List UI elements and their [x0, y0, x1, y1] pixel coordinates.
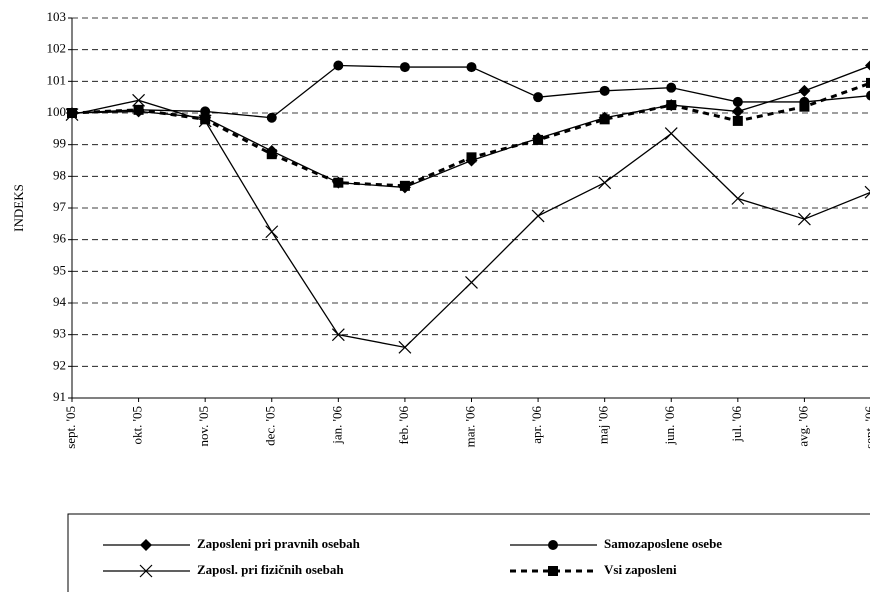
series-line [71, 99, 870, 349]
marker-x [331, 328, 345, 342]
marker-x [598, 176, 612, 190]
x-tick-label: avg. '06 [795, 406, 810, 447]
y-tick-label: 103 [47, 9, 67, 24]
x-tick-label: jan. '06 [329, 406, 344, 445]
series-line [71, 65, 870, 189]
marker-circle [732, 96, 743, 107]
marker-square [399, 180, 410, 191]
marker-circle [333, 60, 344, 71]
marker-square [200, 114, 211, 125]
x-tick-label: maj '06 [596, 406, 611, 445]
marker-square [599, 114, 610, 125]
marker-x [398, 340, 412, 354]
marker-circle [200, 106, 211, 117]
legend-box [67, 513, 870, 592]
y-tick-label: 96 [53, 231, 67, 246]
x-tick-label: apr. '06 [529, 406, 544, 444]
marker-square [732, 115, 743, 126]
x-tick-label: dec. '05 [263, 406, 278, 446]
series-line [71, 64, 870, 119]
marker-x [731, 192, 745, 205]
series-line [71, 81, 870, 188]
x-tick-label: nov. '05 [196, 406, 211, 447]
marker-diamond [140, 539, 152, 551]
marker-circle [866, 90, 870, 101]
marker-circle [666, 82, 677, 93]
y-tick-label: 101 [47, 72, 67, 87]
marker-circle [533, 92, 544, 103]
y-tick-label: 92 [53, 357, 66, 372]
y-tick-label: 102 [47, 41, 67, 56]
marker-circle [599, 85, 610, 96]
marker-square [548, 566, 558, 576]
y-axis-label: INDEKS [11, 184, 26, 232]
legend-label: Zaposleni pri pravnih osebah [197, 536, 361, 551]
marker-x [664, 127, 678, 141]
x-tick-label: sept. '05 [63, 406, 78, 449]
marker-x [531, 209, 545, 223]
marker-square [533, 134, 544, 145]
x-tick-label: okt. '05 [130, 406, 145, 444]
marker-circle [399, 62, 410, 73]
marker-square [266, 149, 277, 160]
x-tick-label: sept. '06 [862, 406, 870, 449]
marker-circle [266, 112, 277, 123]
marker-x [265, 225, 279, 239]
marker-square [866, 77, 870, 88]
legend-label: Zaposl. pri fizičnih osebah [197, 562, 344, 577]
marker-diamond [865, 60, 870, 71]
legend-label: Vsi zaposleni [604, 562, 677, 577]
y-tick-label: 100 [47, 104, 67, 119]
y-tick-label: 94 [53, 294, 67, 309]
marker-diamond [731, 105, 744, 118]
marker-circle [466, 62, 477, 73]
y-tick-label: 97 [53, 199, 67, 214]
x-tick-label: jun. '06 [662, 406, 677, 446]
legend-label: Samozaposlene osebe [604, 536, 722, 551]
y-tick-label: 98 [53, 167, 66, 182]
marker-square [799, 101, 810, 112]
marker-square [333, 177, 344, 188]
marker-square [133, 104, 144, 115]
marker-square [666, 100, 677, 111]
y-tick-label: 99 [53, 136, 66, 151]
x-tick-label: mar. '06 [462, 406, 477, 448]
marker-x [139, 564, 153, 578]
marker-square [67, 108, 77, 118]
y-tick-label: 93 [53, 326, 66, 341]
marker-square [466, 152, 477, 163]
x-tick-label: jul. '06 [729, 406, 744, 443]
marker-x [132, 93, 146, 107]
marker-x [864, 185, 870, 199]
marker-diamond [798, 84, 811, 97]
y-tick-label: 91 [53, 389, 66, 404]
x-tick-label: feb. '06 [396, 406, 411, 445]
marker-x [465, 275, 478, 289]
marker-circle [548, 540, 558, 550]
marker-x [797, 212, 811, 226]
y-tick-label: 95 [53, 262, 66, 277]
